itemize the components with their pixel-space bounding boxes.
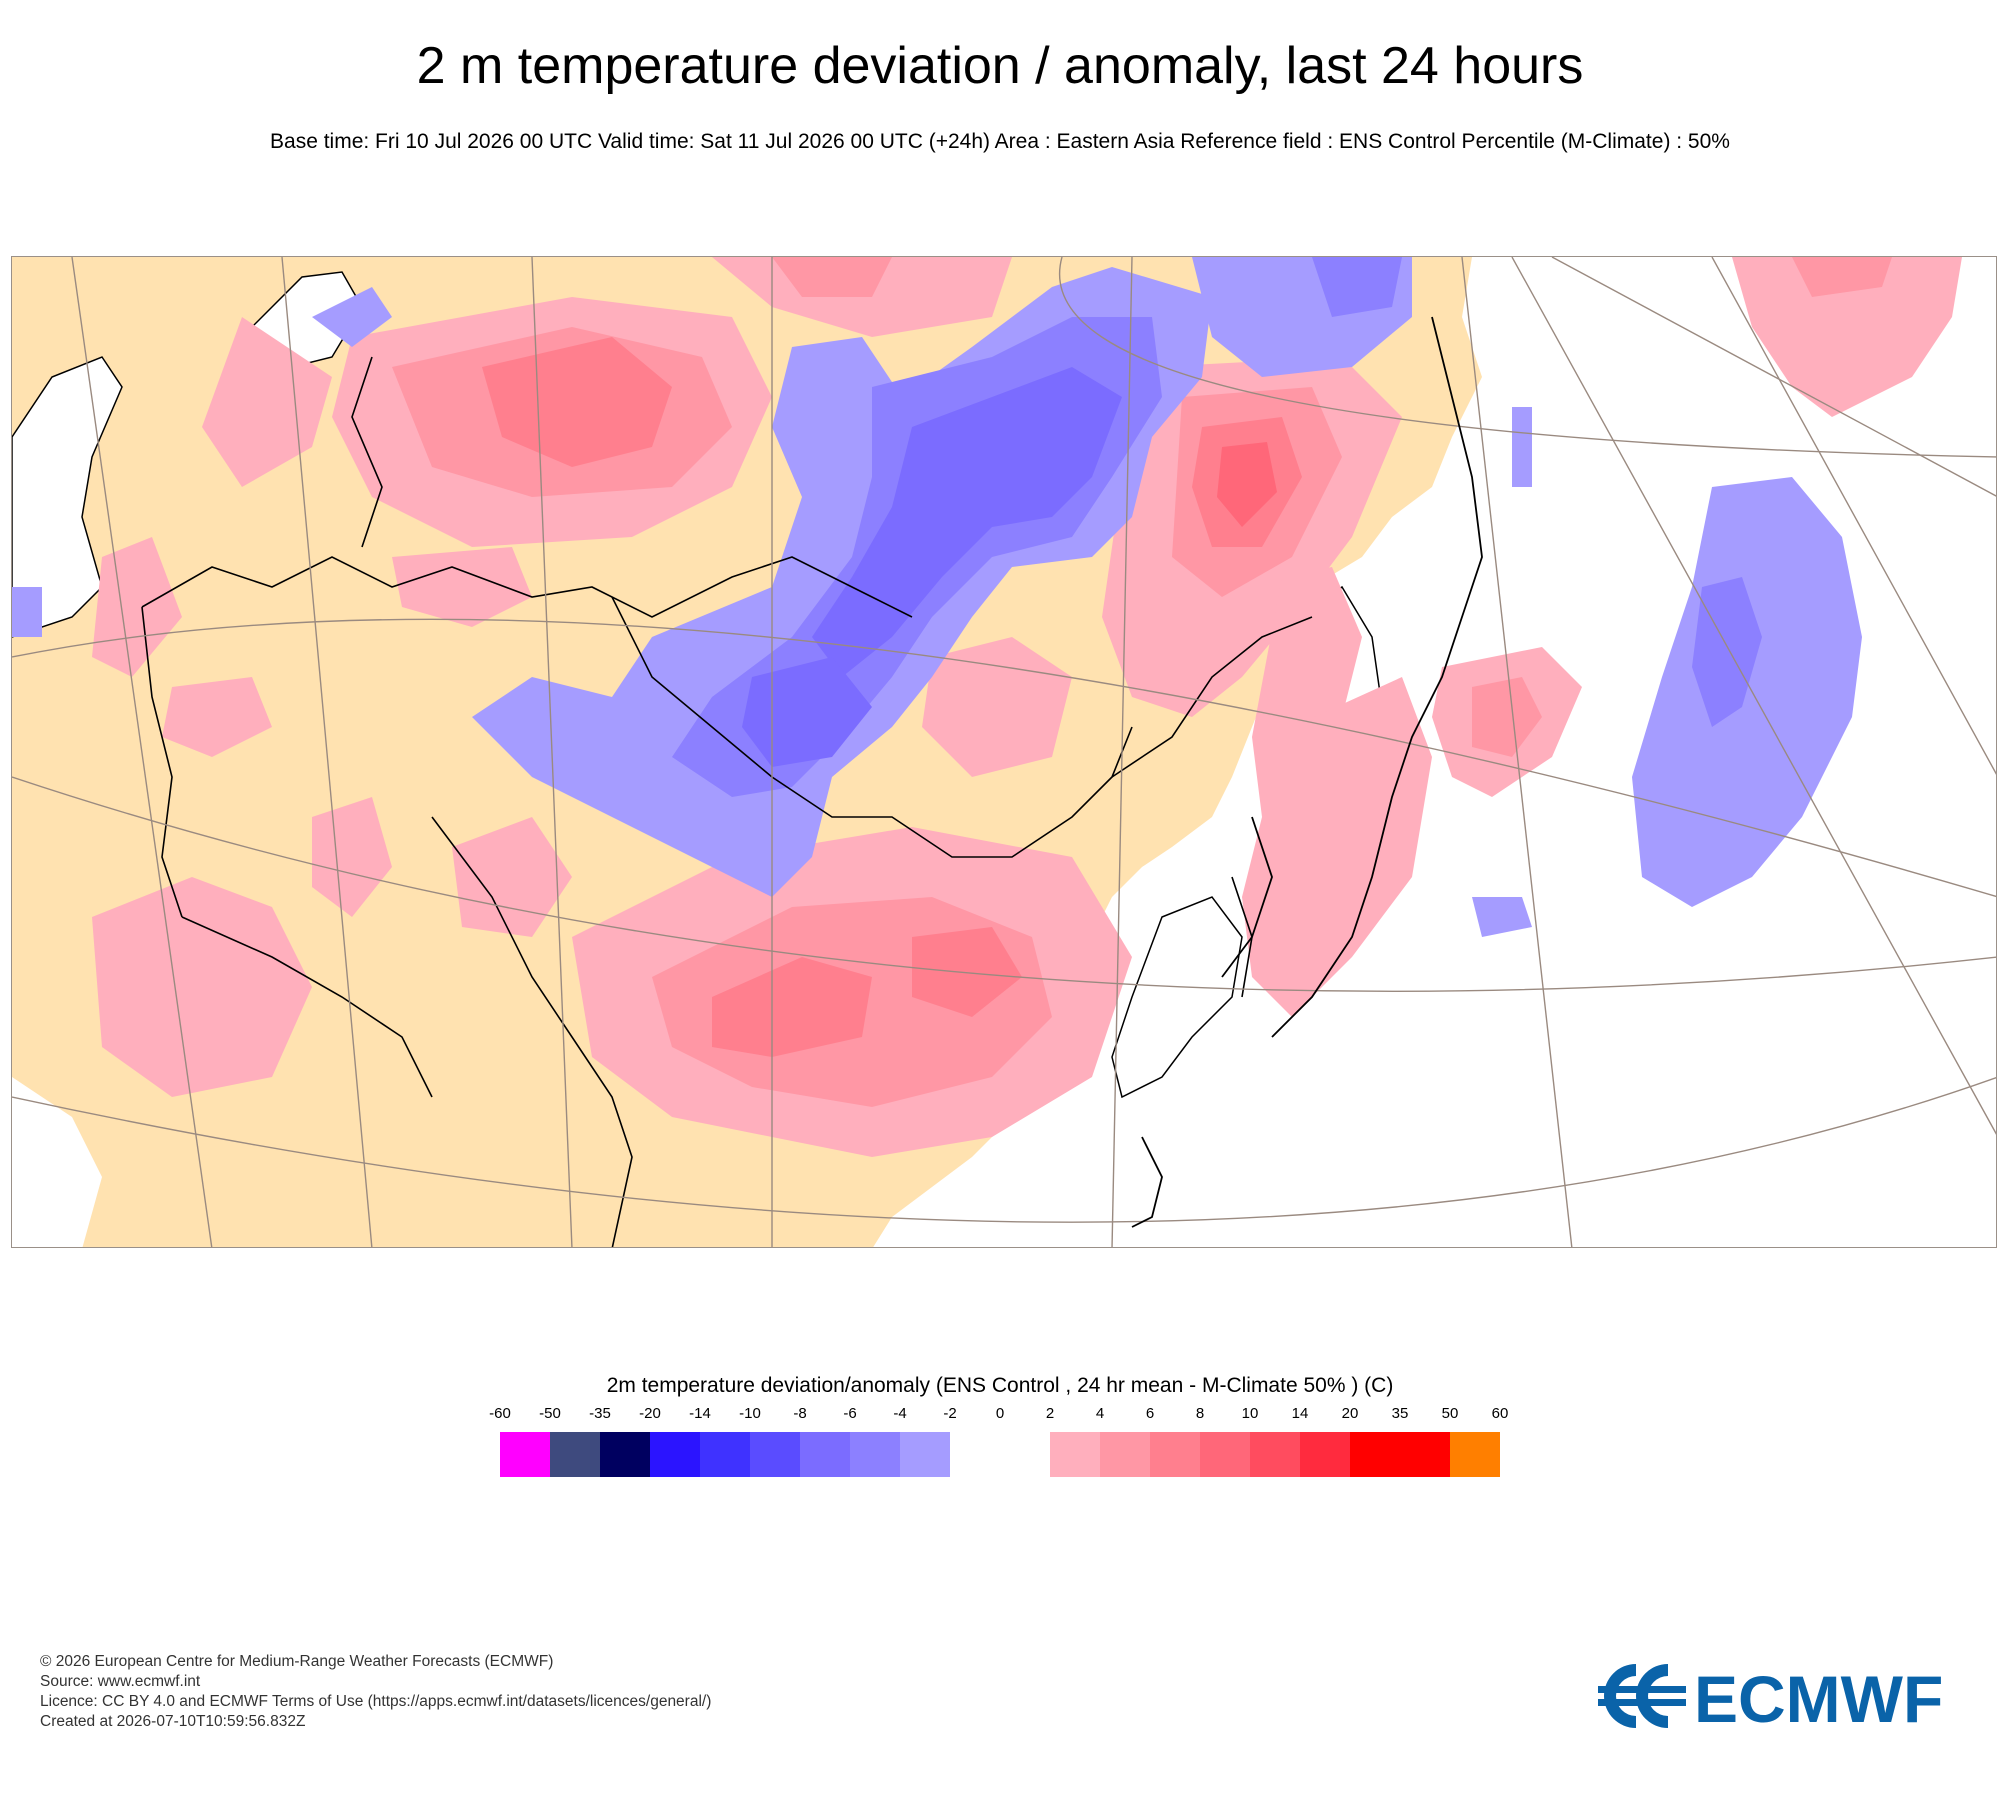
legend-swatch xyxy=(1100,1432,1150,1477)
legend-tick-label: 60 xyxy=(1491,1405,1509,1422)
legend-tick-label: 20 xyxy=(1341,1405,1359,1422)
legend-swatch xyxy=(850,1432,900,1477)
legend-tick-label: -4 xyxy=(893,1405,907,1422)
ecmwf-logo-icon: ECMWF xyxy=(1598,1662,1943,1736)
coastlines xyxy=(1131,316,1483,1228)
legend-swatch xyxy=(600,1432,650,1477)
legend-tick-label: 14 xyxy=(1291,1405,1309,1422)
country-borders xyxy=(141,356,1313,1247)
chart-subtitle: Base time: Fri 10 Jul 2026 00 UTC Valid … xyxy=(270,130,1730,153)
legend-swatch xyxy=(800,1432,850,1477)
legend-title: 2m temperature deviation/anomaly (ENS Co… xyxy=(606,1374,1394,1397)
source-text: Source: www.ecmwf.int xyxy=(40,1673,201,1690)
legend-swatch xyxy=(1350,1432,1400,1477)
legend-swatch xyxy=(900,1432,950,1477)
legend-swatch xyxy=(500,1432,550,1477)
bay-of-bengal xyxy=(12,1077,102,1247)
legend-tick-label: -2 xyxy=(943,1405,957,1422)
color-legend: -60 -50 -35 -20 -14 -10 -8 -6 -4 -2 0 2 4 6 8 10 14 20 35 5… xyxy=(0,1404,2000,1484)
legend-tick-label: 6 xyxy=(1145,1405,1155,1422)
ecmwf-logo-text: ECMWF xyxy=(1694,1662,1943,1736)
legend-tick-label: -8 xyxy=(793,1405,807,1422)
legend-swatch xyxy=(1300,1432,1350,1477)
legend-swatch xyxy=(550,1432,600,1477)
warm-anomaly-layer xyxy=(92,257,1962,1157)
legend-tick-label: 50 xyxy=(1441,1405,1459,1422)
legend-tick-label: -6 xyxy=(843,1405,857,1422)
legend-tick-label: -20 xyxy=(639,1405,661,1422)
legend-swatch xyxy=(1050,1432,1100,1477)
anomaly-map xyxy=(12,257,1996,1247)
legend-tick-label: -50 xyxy=(539,1405,561,1422)
licence-text: Licence: CC BY 4.0 and ECMWF Terms of Us… xyxy=(40,1693,712,1710)
legend-tick-label: -60 xyxy=(489,1405,511,1422)
legend-swatch xyxy=(1150,1432,1200,1477)
legend-tick-label: 4 xyxy=(1095,1405,1105,1422)
legend-swatch xyxy=(950,1432,1000,1477)
legend-tick-label: -14 xyxy=(689,1405,711,1422)
legend-swatch xyxy=(750,1432,800,1477)
legend-tick-label: -10 xyxy=(739,1405,761,1422)
legend-tick-label: 10 xyxy=(1241,1405,1259,1422)
legend-tick-label: 8 xyxy=(1195,1405,1205,1422)
legend-tick-label: 2 xyxy=(1045,1405,1055,1422)
legend-tick-label: -35 xyxy=(589,1405,611,1422)
legend-swatch xyxy=(1200,1432,1250,1477)
chart-title: 2 m temperature deviation / anomaly, las… xyxy=(416,37,1584,95)
legend-tick-label: 35 xyxy=(1391,1405,1409,1422)
cold-anomaly-layer xyxy=(12,257,1862,937)
copyright-text: © 2026 European Centre for Medium-Range … xyxy=(40,1653,554,1670)
legend-swatch xyxy=(1250,1432,1300,1477)
map-panel[interactable] xyxy=(11,256,1997,1248)
legend-tick-label: 0 xyxy=(995,1405,1005,1422)
yellow-sea xyxy=(1111,896,1243,1099)
footer: © 2026 European Centre for Medium-Range … xyxy=(40,1652,711,1732)
legend-swatch xyxy=(1000,1432,1050,1477)
ecmwf-logo[interactable]: ECMWF xyxy=(1592,1656,1972,1736)
legend-swatch xyxy=(1450,1432,1500,1477)
graticule xyxy=(12,257,1996,1247)
legend-swatch xyxy=(700,1432,750,1477)
created-text: Created at 2026-07-10T10:59:56.832Z xyxy=(40,1713,306,1730)
legend-swatch xyxy=(650,1432,700,1477)
legend-swatch xyxy=(1400,1432,1450,1477)
